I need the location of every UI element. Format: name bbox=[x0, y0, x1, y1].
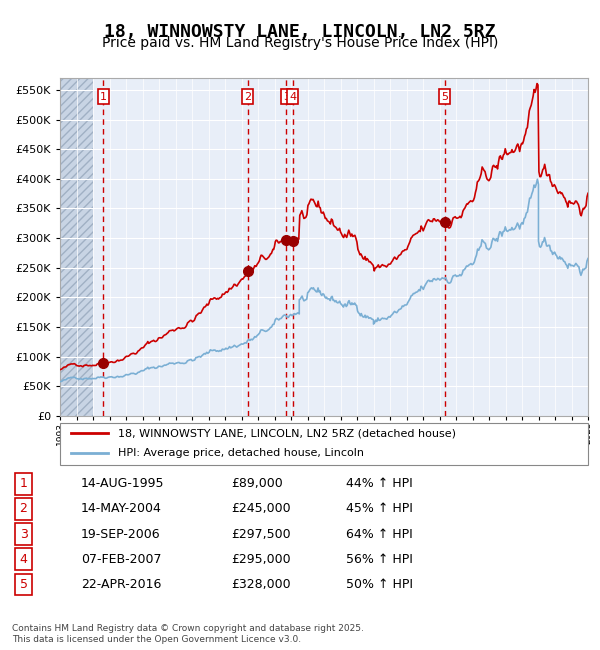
FancyBboxPatch shape bbox=[60, 422, 588, 465]
Text: 3: 3 bbox=[20, 528, 28, 541]
Text: Contains HM Land Registry data © Crown copyright and database right 2025.
This d: Contains HM Land Registry data © Crown c… bbox=[12, 624, 364, 644]
Bar bbox=[60, 78, 93, 416]
Text: 4: 4 bbox=[20, 552, 28, 566]
Text: 2: 2 bbox=[20, 502, 28, 515]
Text: 07-FEB-2007: 07-FEB-2007 bbox=[81, 552, 161, 566]
Text: £295,000: £295,000 bbox=[231, 552, 290, 566]
Text: 44% ↑ HPI: 44% ↑ HPI bbox=[346, 477, 413, 490]
Text: 18, WINNOWSTY LANE, LINCOLN, LN2 5RZ: 18, WINNOWSTY LANE, LINCOLN, LN2 5RZ bbox=[104, 23, 496, 41]
Text: £89,000: £89,000 bbox=[231, 477, 283, 490]
Text: £297,500: £297,500 bbox=[231, 528, 290, 541]
Text: 5: 5 bbox=[20, 578, 28, 591]
Text: 2: 2 bbox=[244, 92, 251, 101]
Text: 18, WINNOWSTY LANE, LINCOLN, LN2 5RZ (detached house): 18, WINNOWSTY LANE, LINCOLN, LN2 5RZ (de… bbox=[118, 428, 456, 438]
Text: Price paid vs. HM Land Registry's House Price Index (HPI): Price paid vs. HM Land Registry's House … bbox=[102, 36, 498, 50]
Text: 64% ↑ HPI: 64% ↑ HPI bbox=[346, 528, 413, 541]
Text: 3: 3 bbox=[283, 92, 290, 101]
Text: 14-AUG-1995: 14-AUG-1995 bbox=[81, 477, 164, 490]
Text: £328,000: £328,000 bbox=[231, 578, 290, 591]
Text: £245,000: £245,000 bbox=[231, 502, 290, 515]
Text: 19-SEP-2006: 19-SEP-2006 bbox=[81, 528, 161, 541]
Text: 50% ↑ HPI: 50% ↑ HPI bbox=[346, 578, 413, 591]
Text: 45% ↑ HPI: 45% ↑ HPI bbox=[346, 502, 413, 515]
Text: 14-MAY-2004: 14-MAY-2004 bbox=[81, 502, 162, 515]
Text: 56% ↑ HPI: 56% ↑ HPI bbox=[346, 552, 413, 566]
Text: HPI: Average price, detached house, Lincoln: HPI: Average price, detached house, Linc… bbox=[118, 448, 364, 458]
Text: 22-APR-2016: 22-APR-2016 bbox=[81, 578, 161, 591]
Text: 4: 4 bbox=[289, 92, 296, 101]
Text: 1: 1 bbox=[100, 92, 107, 101]
Text: 5: 5 bbox=[441, 92, 448, 101]
Text: 1: 1 bbox=[20, 477, 28, 490]
